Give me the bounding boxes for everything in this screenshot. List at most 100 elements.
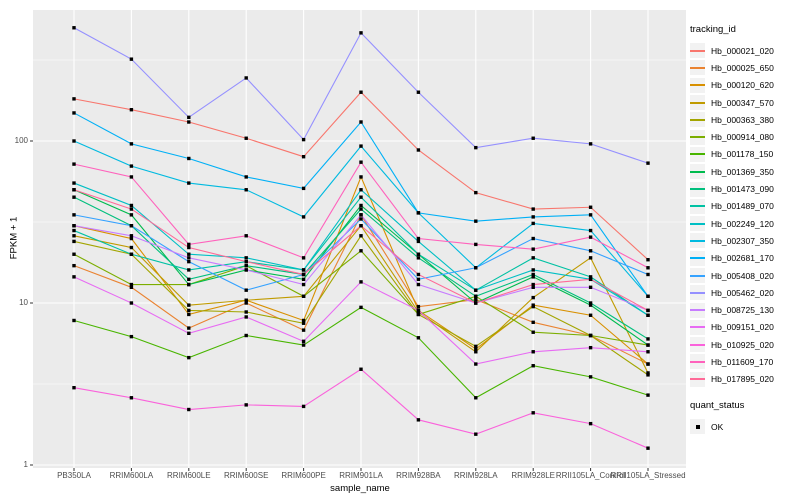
legend-item-Hb_002249_120: Hb_002249_120 bbox=[690, 215, 798, 232]
legend-item-label: Hb_000025_650 bbox=[711, 62, 774, 73]
data-point bbox=[359, 249, 363, 253]
legend-item-label: Hb_017895_020 bbox=[711, 374, 774, 385]
data-point bbox=[646, 350, 650, 354]
data-point bbox=[187, 277, 191, 282]
data-point bbox=[129, 334, 134, 339]
data-point bbox=[72, 224, 76, 228]
data-point bbox=[187, 268, 191, 272]
data-point bbox=[244, 403, 248, 407]
quant-legend-item: OK bbox=[690, 418, 798, 435]
legend-item-label: Hb_005462_020 bbox=[711, 287, 774, 298]
legend-line-icon bbox=[690, 170, 705, 173]
data-point bbox=[416, 304, 421, 309]
legend-item-label: Hb_001178_150 bbox=[711, 149, 774, 160]
data-point bbox=[646, 313, 650, 317]
data-point bbox=[474, 145, 478, 150]
data-point bbox=[359, 367, 363, 371]
data-point bbox=[129, 164, 134, 168]
data-point bbox=[359, 175, 363, 179]
data-point bbox=[359, 213, 363, 217]
data-point bbox=[474, 190, 478, 195]
data-point bbox=[588, 285, 593, 290]
data-point bbox=[72, 111, 76, 115]
data-point bbox=[646, 308, 650, 313]
legend-key-swatch bbox=[690, 60, 705, 76]
data-point bbox=[359, 224, 363, 228]
data-point bbox=[531, 236, 535, 241]
data-point bbox=[531, 256, 535, 260]
data-point bbox=[244, 259, 248, 264]
legend-item-label: Hb_000914_080 bbox=[711, 132, 774, 143]
data-point bbox=[588, 333, 593, 338]
data-point bbox=[416, 336, 421, 340]
data-point bbox=[416, 236, 421, 241]
data-point bbox=[187, 242, 191, 247]
data-point bbox=[474, 344, 478, 349]
legend-item-Hb_000120_620: Hb_000120_620 bbox=[690, 77, 798, 94]
data-point bbox=[531, 304, 535, 309]
data-point bbox=[416, 148, 421, 152]
data-point bbox=[531, 136, 535, 140]
legend-item-label: Hb_001473_090 bbox=[711, 184, 774, 195]
data-point bbox=[359, 31, 363, 35]
data-point bbox=[187, 303, 191, 307]
data-point bbox=[72, 234, 76, 238]
data-point bbox=[301, 186, 306, 191]
data-point bbox=[244, 288, 248, 292]
data-point bbox=[531, 411, 535, 415]
legend-key-swatch bbox=[690, 43, 705, 59]
data-point bbox=[244, 310, 248, 314]
data-point bbox=[129, 234, 134, 238]
data-point bbox=[244, 333, 248, 338]
legend-key-swatch bbox=[690, 198, 705, 214]
data-point bbox=[301, 339, 306, 344]
data-point bbox=[588, 228, 593, 233]
legend-item-Hb_000025_650: Hb_000025_650 bbox=[690, 59, 798, 76]
data-point bbox=[416, 256, 421, 260]
data-point bbox=[129, 282, 134, 287]
legend-item-Hb_000347_570: Hb_000347_570 bbox=[690, 94, 798, 111]
data-point bbox=[416, 252, 421, 256]
legend-item-label: Hb_009151_020 bbox=[711, 322, 774, 333]
data-point bbox=[244, 298, 248, 302]
data-point bbox=[301, 137, 306, 142]
data-point bbox=[531, 295, 535, 300]
square-point-icon bbox=[695, 424, 700, 429]
data-point bbox=[531, 330, 535, 334]
data-point bbox=[359, 160, 363, 164]
data-point bbox=[129, 207, 134, 211]
data-point bbox=[301, 154, 306, 159]
data-point bbox=[72, 26, 76, 30]
legend-key-swatch bbox=[690, 216, 705, 232]
legend-key-swatch bbox=[690, 77, 705, 93]
data-point bbox=[646, 371, 650, 375]
data-point bbox=[359, 120, 363, 124]
data-point bbox=[588, 205, 593, 209]
data-point bbox=[359, 90, 363, 94]
data-point bbox=[588, 235, 593, 239]
data-point bbox=[244, 268, 248, 272]
data-point bbox=[416, 308, 421, 313]
legend-item-Hb_011609_170: Hb_011609_170 bbox=[690, 353, 798, 370]
data-point bbox=[72, 239, 76, 244]
data-point bbox=[588, 345, 593, 350]
data-point bbox=[588, 142, 593, 146]
legend-quant-status: quant_status OK bbox=[690, 400, 798, 435]
data-point bbox=[187, 355, 191, 360]
data-point bbox=[129, 396, 134, 400]
data-point bbox=[531, 282, 535, 287]
legend-line-icon bbox=[690, 326, 705, 329]
data-point bbox=[244, 315, 248, 319]
legend-item-Hb_001489_070: Hb_001489_070 bbox=[690, 198, 798, 215]
data-point bbox=[187, 407, 191, 412]
legend-item-label: Hb_008725_130 bbox=[711, 305, 774, 316]
x-tick-label: RRIM901LA bbox=[339, 471, 383, 480]
data-point bbox=[646, 446, 650, 450]
data-point bbox=[474, 242, 478, 247]
data-point bbox=[531, 275, 535, 279]
x-tick-label: RRIM928BA bbox=[396, 471, 441, 480]
data-point bbox=[187, 308, 191, 313]
legend-item-label: Hb_002681_170 bbox=[711, 253, 774, 264]
legend-line-icon bbox=[690, 188, 705, 191]
